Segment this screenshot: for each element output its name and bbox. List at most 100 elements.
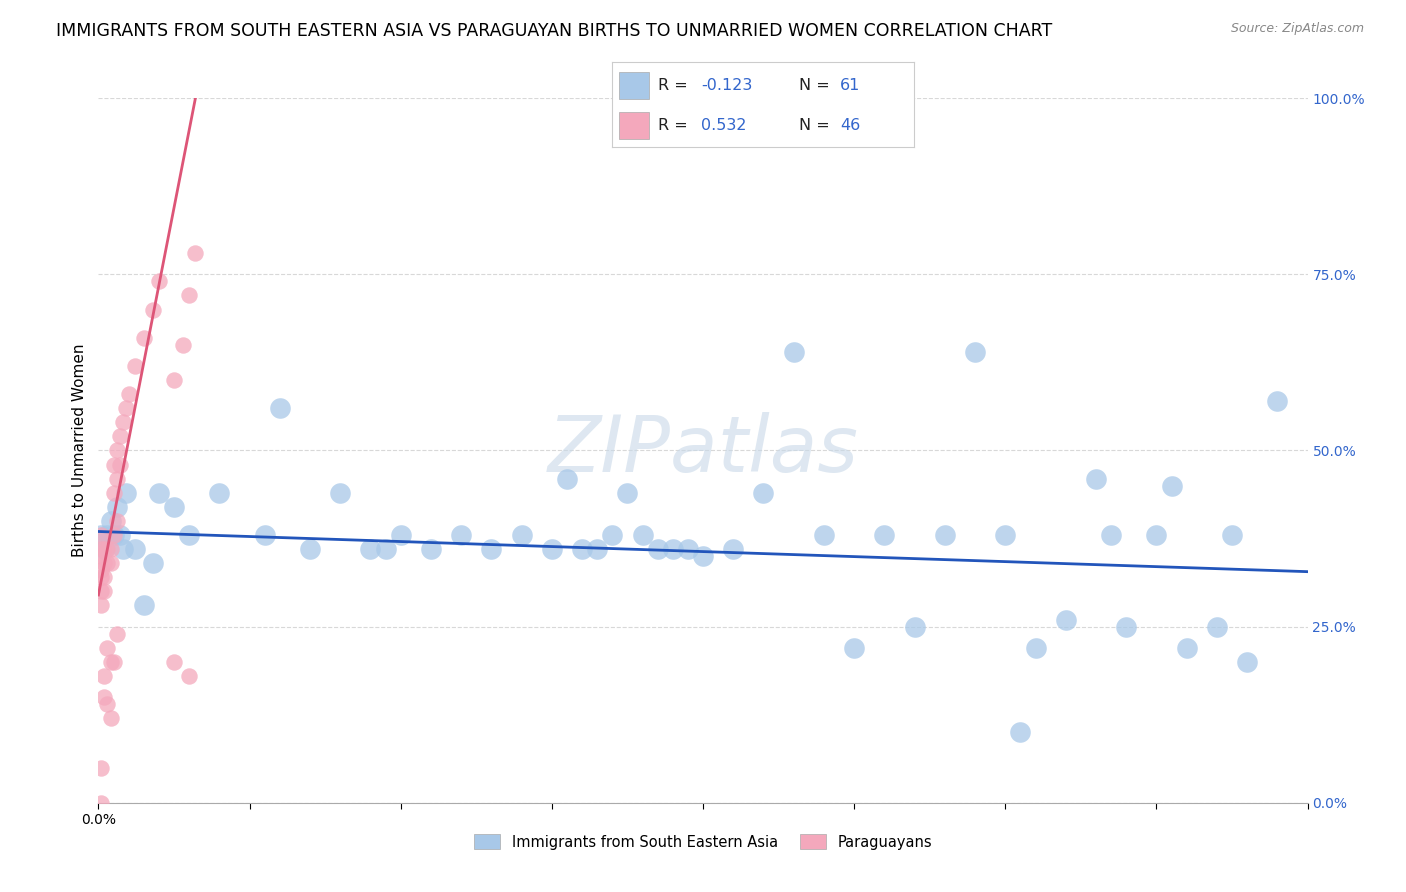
Point bbox=[965, 344, 987, 359]
Point bbox=[571, 542, 593, 557]
Point bbox=[142, 556, 165, 570]
Point bbox=[631, 528, 654, 542]
Point bbox=[1175, 640, 1198, 655]
Text: IMMIGRANTS FROM SOUTH EASTERN ASIA VS PARAGUAYAN BIRTHS TO UNMARRIED WOMEN CORRE: IMMIGRANTS FROM SOUTH EASTERN ASIA VS PA… bbox=[56, 22, 1053, 40]
Point bbox=[1010, 725, 1032, 739]
Point bbox=[100, 556, 122, 570]
Point bbox=[103, 655, 125, 669]
Point bbox=[93, 542, 115, 557]
Point bbox=[124, 359, 146, 373]
Point bbox=[114, 485, 136, 500]
Point bbox=[105, 500, 128, 514]
Point bbox=[676, 542, 699, 557]
Point bbox=[100, 514, 122, 528]
Point bbox=[374, 542, 396, 557]
Y-axis label: Births to Unmarried Women: Births to Unmarried Women bbox=[72, 343, 87, 558]
Point bbox=[96, 640, 118, 655]
Point bbox=[142, 302, 165, 317]
Point bbox=[114, 401, 136, 416]
Text: ZIPatlas: ZIPatlas bbox=[547, 412, 859, 489]
Point bbox=[163, 500, 186, 514]
Text: R =: R = bbox=[658, 118, 693, 133]
Point bbox=[602, 528, 624, 542]
Point bbox=[1267, 394, 1289, 409]
Point bbox=[103, 485, 125, 500]
Point bbox=[179, 528, 201, 542]
Point bbox=[647, 542, 669, 557]
Point bbox=[269, 401, 291, 416]
Point bbox=[844, 640, 866, 655]
Point bbox=[163, 655, 186, 669]
Point bbox=[90, 584, 112, 599]
Point bbox=[389, 528, 412, 542]
Point bbox=[360, 542, 382, 557]
Point bbox=[103, 458, 125, 472]
Point bbox=[1115, 619, 1137, 633]
Point bbox=[105, 514, 128, 528]
Point bbox=[994, 528, 1017, 542]
Point bbox=[616, 485, 638, 500]
Point bbox=[103, 528, 125, 542]
Point bbox=[108, 429, 131, 443]
Point bbox=[118, 387, 141, 401]
Point bbox=[1236, 655, 1258, 669]
Point bbox=[555, 472, 578, 486]
Point bbox=[108, 458, 131, 472]
Point bbox=[90, 570, 112, 584]
Point bbox=[96, 528, 118, 542]
Point bbox=[90, 599, 112, 613]
Point bbox=[96, 697, 118, 711]
Point bbox=[132, 599, 155, 613]
Point bbox=[1099, 528, 1122, 542]
Point bbox=[96, 542, 118, 557]
Point bbox=[873, 528, 896, 542]
Point bbox=[752, 485, 775, 500]
Point bbox=[179, 669, 201, 683]
Text: Source: ZipAtlas.com: Source: ZipAtlas.com bbox=[1230, 22, 1364, 36]
Text: -0.123: -0.123 bbox=[700, 78, 752, 93]
Point bbox=[90, 528, 112, 542]
Point bbox=[904, 619, 927, 633]
Point bbox=[1054, 613, 1077, 627]
Point bbox=[93, 542, 115, 557]
Point bbox=[253, 528, 276, 542]
Point bbox=[1024, 640, 1046, 655]
Point bbox=[100, 655, 122, 669]
Point bbox=[481, 542, 503, 557]
Point bbox=[148, 274, 170, 288]
Point bbox=[540, 542, 562, 557]
Point bbox=[783, 344, 806, 359]
Point bbox=[329, 485, 352, 500]
FancyBboxPatch shape bbox=[619, 112, 650, 139]
Point bbox=[93, 584, 115, 599]
Point bbox=[723, 542, 745, 557]
Point bbox=[510, 528, 533, 542]
Point bbox=[1144, 528, 1167, 542]
Point bbox=[90, 563, 112, 577]
Legend: Immigrants from South Eastern Asia, Paraguayans: Immigrants from South Eastern Asia, Para… bbox=[468, 829, 938, 855]
Point bbox=[1085, 472, 1108, 486]
Point bbox=[90, 760, 112, 774]
Point bbox=[90, 542, 112, 557]
Point bbox=[105, 626, 128, 640]
Point bbox=[93, 690, 115, 705]
Point bbox=[299, 542, 322, 557]
Text: 0.532: 0.532 bbox=[700, 118, 747, 133]
Point bbox=[661, 542, 683, 557]
Point bbox=[1220, 528, 1243, 542]
Point bbox=[111, 415, 134, 429]
Point bbox=[450, 528, 472, 542]
Point bbox=[148, 485, 170, 500]
Point bbox=[179, 288, 201, 302]
Point bbox=[90, 549, 112, 564]
Point bbox=[108, 528, 131, 542]
Point bbox=[93, 556, 115, 570]
Point bbox=[420, 542, 443, 557]
FancyBboxPatch shape bbox=[619, 71, 650, 99]
Text: N =: N = bbox=[799, 118, 835, 133]
Text: 46: 46 bbox=[839, 118, 860, 133]
Point bbox=[132, 331, 155, 345]
Point bbox=[163, 373, 186, 387]
Point bbox=[100, 542, 122, 557]
Point bbox=[93, 570, 115, 584]
